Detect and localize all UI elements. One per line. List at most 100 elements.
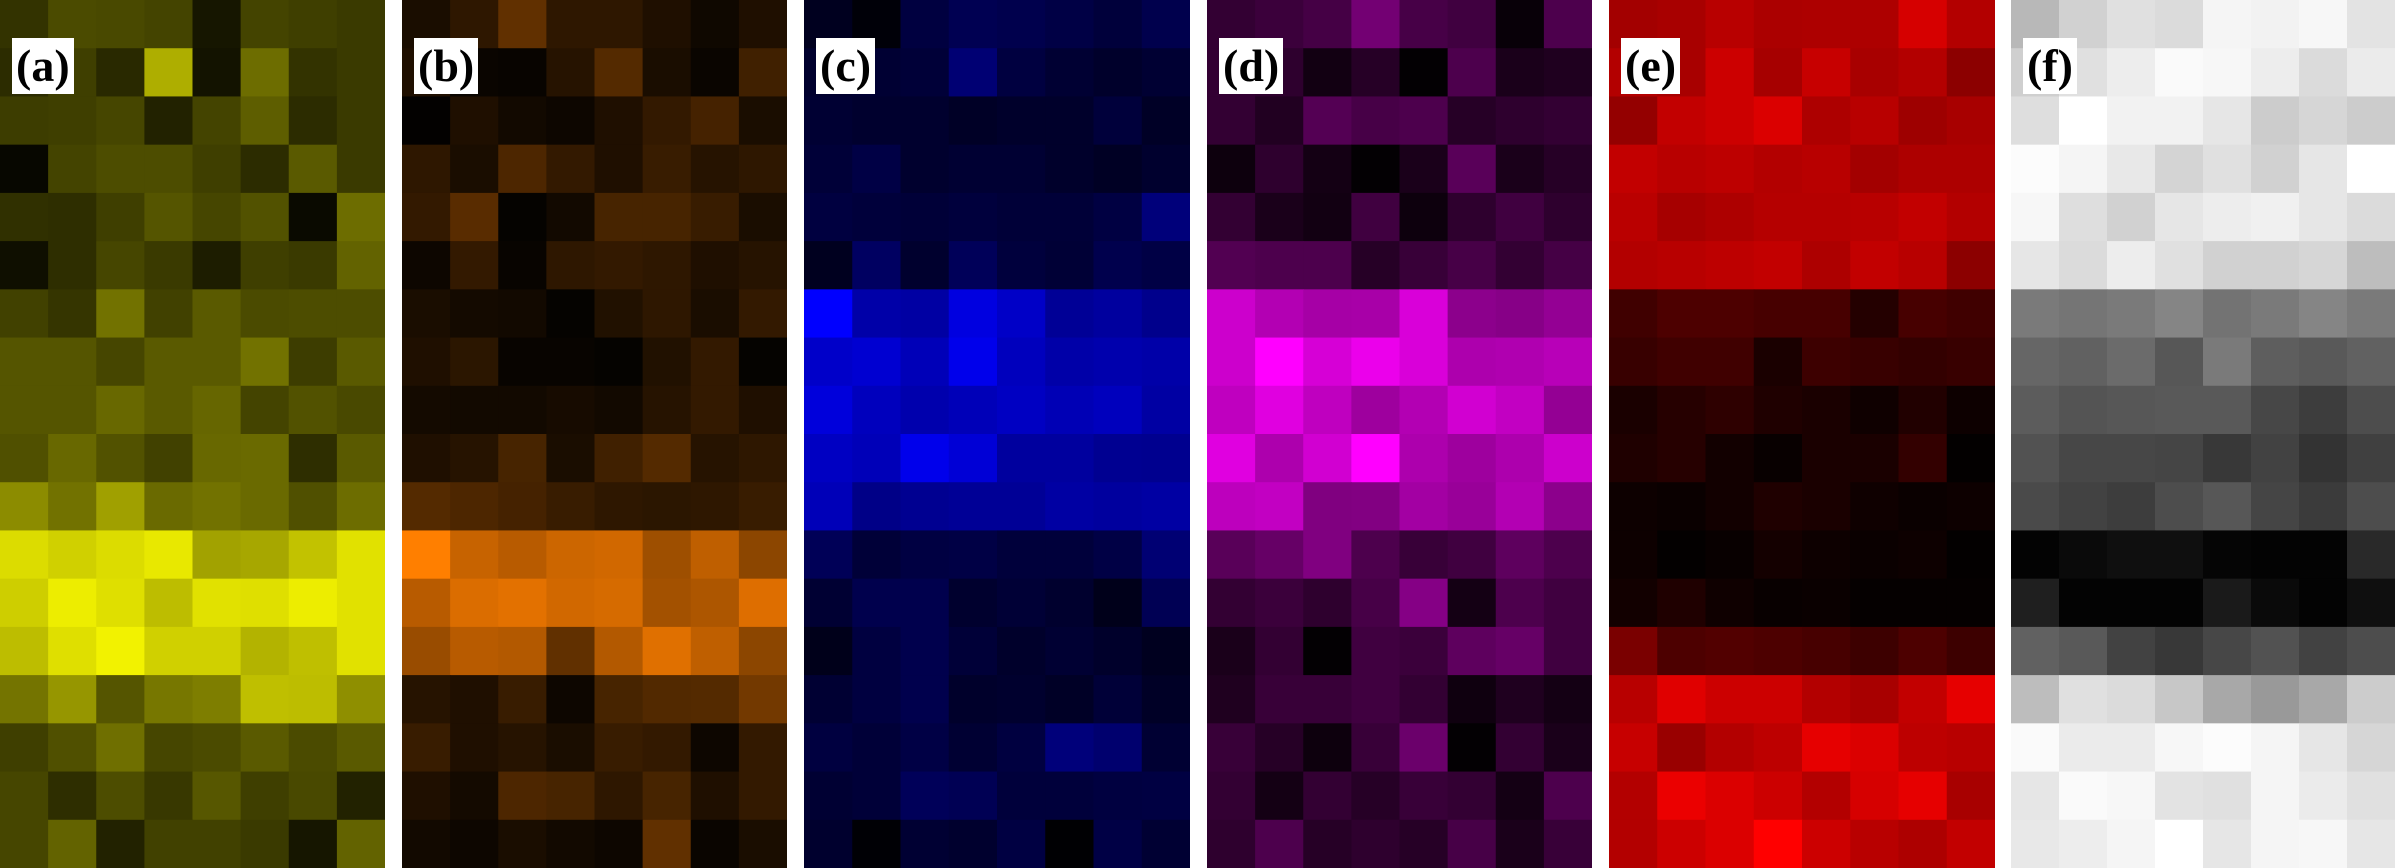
heatmap-cell [192, 0, 242, 49]
heatmap-cell [48, 578, 97, 628]
heatmap-cell [948, 144, 998, 194]
heatmap-cell [240, 819, 290, 868]
heatmap-cell [1495, 192, 1545, 242]
heatmap-cell [48, 723, 97, 773]
heatmap-cell [690, 771, 740, 821]
heatmap-cell [1351, 482, 1401, 532]
heatmap-cell [2059, 530, 2108, 580]
heatmap-cell [1850, 96, 1900, 146]
heatmap-cell [948, 96, 998, 146]
heatmap-cell [1898, 192, 1948, 242]
heatmap-grid-b [402, 0, 787, 868]
heatmap-cell [1705, 289, 1755, 339]
heatmap-cell [2059, 675, 2108, 724]
panel-e: (e) [1609, 0, 1995, 868]
heatmap-cell [1946, 530, 1995, 580]
heatmap-cell [2107, 385, 2156, 435]
heatmap-cell [1093, 0, 1143, 49]
heatmap-cell [2299, 578, 2348, 628]
heatmap-cell [1802, 578, 1851, 628]
heatmap-cell [402, 530, 451, 580]
heatmap-cell [240, 482, 290, 532]
heatmap-cell [1093, 530, 1143, 580]
heatmap-cell [1303, 289, 1352, 339]
heatmap-cell [594, 96, 644, 146]
heatmap-cell [0, 434, 49, 483]
heatmap-cell [1543, 0, 1592, 49]
heatmap-cell [498, 192, 547, 242]
heatmap-cell [1351, 241, 1401, 290]
heatmap-cell [594, 0, 644, 49]
heatmap-cell [2107, 241, 2156, 290]
heatmap-cell [2299, 771, 2348, 821]
heatmap-cell [1657, 385, 1707, 435]
heatmap-cell [2203, 530, 2252, 580]
heatmap-cell [738, 241, 787, 290]
heatmap-cell [1351, 819, 1401, 868]
heatmap-cell [948, 241, 998, 290]
heatmap-cell [1399, 385, 1449, 435]
heatmap-cell [1802, 289, 1851, 339]
heatmap-cell [594, 771, 644, 821]
heatmap-cell [1850, 819, 1900, 868]
heatmap-cell [1946, 482, 1995, 532]
heatmap-cell [2203, 0, 2252, 49]
heatmap-cell [852, 385, 902, 435]
heatmap-cell [336, 819, 385, 868]
heatmap-cell [336, 530, 385, 580]
heatmap-cell [0, 144, 49, 194]
heatmap-cell [1898, 626, 1948, 676]
heatmap-cell [1093, 385, 1143, 435]
heatmap-cell [804, 819, 853, 868]
heatmap-cell [900, 626, 950, 676]
heatmap-cell [2299, 819, 2348, 868]
heatmap-cell [2347, 289, 2395, 339]
heatmap-cell [2251, 482, 2300, 532]
heatmap-cell [2299, 289, 2348, 339]
heatmap-cell [1141, 144, 1190, 194]
panel-c: (c) [804, 0, 1190, 868]
heatmap-cell [1946, 675, 1995, 724]
heatmap-cell [852, 626, 902, 676]
heatmap-cell [1609, 723, 1658, 773]
heatmap-cell [690, 192, 740, 242]
heatmap-cell [1351, 192, 1401, 242]
heatmap-cell [948, 192, 998, 242]
heatmap-cell [144, 723, 194, 773]
heatmap-cell [1093, 48, 1143, 98]
heatmap-cell [1447, 241, 1497, 290]
heatmap-cell [1609, 337, 1658, 387]
heatmap-cell [948, 0, 998, 49]
heatmap-cell [642, 723, 692, 773]
heatmap-cell [690, 144, 740, 194]
heatmap-cell [2155, 578, 2204, 628]
heatmap-cell [1946, 578, 1995, 628]
heatmap-cell [1609, 675, 1658, 724]
panel-label-a: (a) [12, 38, 74, 94]
heatmap-cell [1753, 241, 1803, 290]
heatmap-cell [1495, 626, 1545, 676]
heatmap-cell [1303, 530, 1352, 580]
heatmap-cell [1141, 434, 1190, 483]
heatmap-cell [48, 675, 97, 724]
heatmap-cell [948, 434, 998, 483]
heatmap-cell [498, 241, 547, 290]
heatmap-cell [402, 241, 451, 290]
heatmap-cell [498, 626, 547, 676]
heatmap-cell [2203, 482, 2252, 532]
heatmap-cell [192, 385, 242, 435]
heatmap-cell [690, 241, 740, 290]
heatmap-cell [2011, 289, 2060, 339]
heatmap-cell [1447, 723, 1497, 773]
heatmap-cell [1705, 482, 1755, 532]
heatmap-cell [1657, 771, 1707, 821]
heatmap-cell [594, 385, 644, 435]
heatmap-cell [2155, 96, 2204, 146]
heatmap-cell [0, 385, 49, 435]
heatmap-cell [240, 96, 290, 146]
heatmap-cell [546, 96, 596, 146]
heatmap-cell [546, 530, 596, 580]
heatmap-cell [997, 96, 1046, 146]
heatmap-cell [96, 675, 145, 724]
heatmap-cell [1255, 96, 1304, 146]
